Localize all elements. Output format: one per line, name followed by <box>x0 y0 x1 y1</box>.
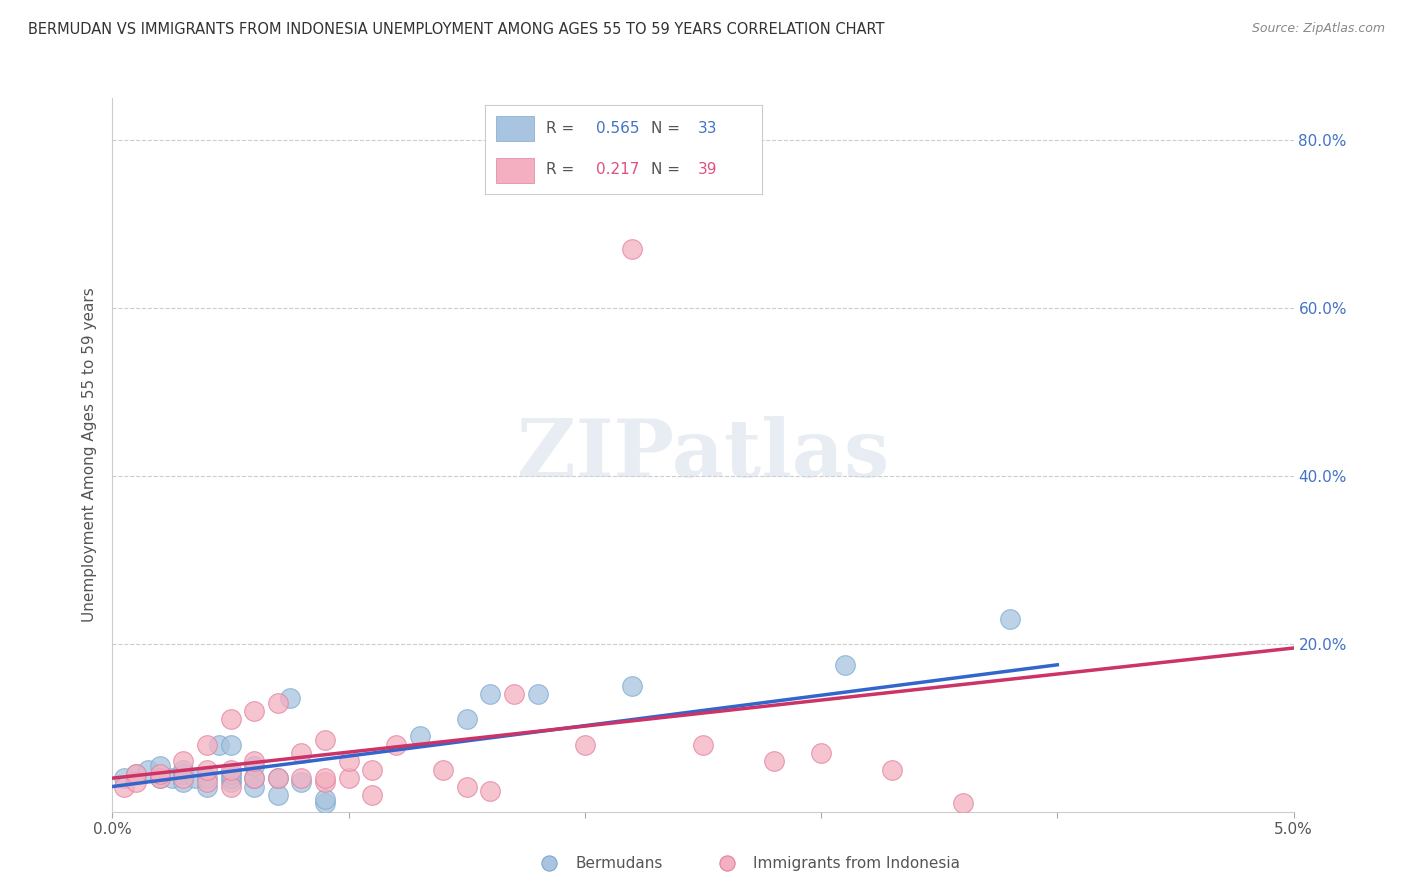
Point <box>219 767 242 781</box>
Point <box>172 767 194 781</box>
Point <box>149 771 172 785</box>
Point <box>267 771 290 785</box>
Point <box>314 771 336 785</box>
Point <box>314 775 336 789</box>
Y-axis label: Unemployment Among Ages 55 to 59 years: Unemployment Among Ages 55 to 59 years <box>82 287 97 623</box>
Point <box>243 780 266 794</box>
Point <box>149 758 172 772</box>
Point <box>125 767 148 781</box>
Text: ZIPatlas: ZIPatlas <box>517 416 889 494</box>
Point <box>172 775 194 789</box>
Text: Source: ZipAtlas.com: Source: ZipAtlas.com <box>1251 22 1385 36</box>
Point <box>219 712 242 726</box>
Point <box>408 729 430 743</box>
Point <box>314 733 336 747</box>
Point <box>149 771 172 785</box>
Point <box>337 755 360 769</box>
Point <box>574 738 596 752</box>
Point <box>243 771 266 785</box>
Point <box>195 780 218 794</box>
Point <box>314 792 336 806</box>
Point <box>125 767 148 781</box>
Point <box>243 758 266 772</box>
Point <box>456 780 478 794</box>
Point <box>361 788 384 802</box>
Point <box>361 763 384 777</box>
Point <box>479 783 502 797</box>
Point <box>243 755 266 769</box>
Point <box>479 687 502 701</box>
Point <box>208 738 231 752</box>
Point <box>172 763 194 777</box>
Point <box>290 746 312 760</box>
Point <box>526 687 548 701</box>
Point <box>136 763 159 777</box>
Point <box>172 771 194 785</box>
Point <box>149 767 172 781</box>
Point <box>621 242 644 256</box>
Point <box>125 775 148 789</box>
Text: BERMUDAN VS IMMIGRANTS FROM INDONESIA UNEMPLOYMENT AMONG AGES 55 TO 59 YEARS COR: BERMUDAN VS IMMIGRANTS FROM INDONESIA UN… <box>28 22 884 37</box>
Point <box>385 738 408 752</box>
Point <box>503 687 526 701</box>
Point <box>692 738 714 752</box>
Point <box>952 797 974 811</box>
Point <box>195 763 218 777</box>
Point <box>834 657 856 672</box>
Point <box>278 691 301 706</box>
Point <box>184 771 207 785</box>
Point <box>195 775 218 789</box>
Point <box>290 771 312 785</box>
Point <box>219 771 242 785</box>
Point <box>219 775 242 789</box>
Point <box>810 746 832 760</box>
Point <box>112 780 135 794</box>
Text: Immigrants from Indonesia: Immigrants from Indonesia <box>752 855 960 871</box>
Point <box>432 763 454 777</box>
Point <box>243 704 266 718</box>
Point <box>195 771 218 785</box>
Point <box>456 712 478 726</box>
Point <box>762 755 785 769</box>
Point <box>219 763 242 777</box>
Point <box>195 738 218 752</box>
Point <box>172 755 194 769</box>
Point <box>880 763 903 777</box>
Point <box>314 797 336 811</box>
Point <box>243 771 266 785</box>
Point <box>290 775 312 789</box>
Point <box>337 771 360 785</box>
Point <box>160 771 183 785</box>
Point <box>219 780 242 794</box>
Point <box>621 679 644 693</box>
Point <box>219 738 242 752</box>
Point <box>267 788 290 802</box>
Point <box>267 771 290 785</box>
Point <box>112 771 135 785</box>
Point <box>267 696 290 710</box>
Text: Bermudans: Bermudans <box>575 855 662 871</box>
Point <box>998 612 1021 626</box>
